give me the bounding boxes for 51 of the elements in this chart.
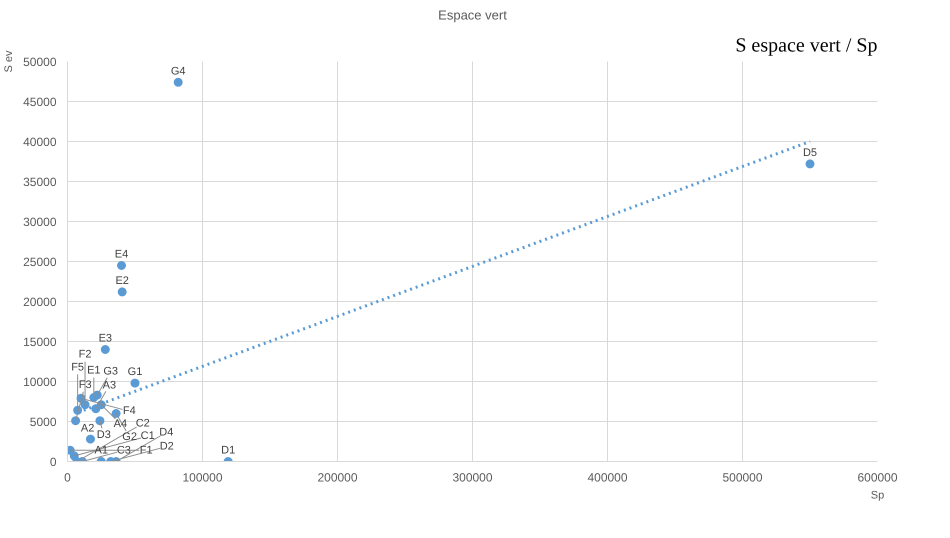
annotation: C2 (136, 418, 150, 430)
x-tick-label: 600000 (857, 470, 898, 484)
annotation: C1 (140, 430, 155, 442)
annotation: G2 (122, 430, 137, 443)
point (100, 345, 110, 354)
annotation: G4 (170, 65, 186, 78)
y-tick-label: 45000 (23, 95, 57, 109)
annotation: D4 (159, 426, 174, 438)
y-tick-label: 25000 (23, 255, 57, 269)
point (806, 159, 814, 168)
y-tick-label: 40000 (23, 135, 57, 149)
annotation: E2 (115, 274, 129, 287)
y-tick-label: 15000 (23, 335, 57, 349)
point (174, 78, 183, 87)
x-tick-label: 100000 (182, 470, 223, 484)
y-tick-label: 50000 (23, 55, 57, 69)
chart-title: Espace vert (438, 8, 508, 22)
point (71, 416, 80, 426)
annotation: E4 (114, 248, 128, 260)
annotation: D5 (802, 146, 818, 159)
annotation: D2 (160, 440, 174, 452)
y-tick-label: 30000 (23, 215, 57, 229)
x-tick-label: 500000 (722, 470, 763, 484)
annotation: F2 (78, 348, 92, 361)
text: S espace vert / Sp (735, 34, 878, 56)
y-tick-label: 35000 (23, 175, 57, 189)
annotation: G1 (128, 366, 142, 378)
point (86, 434, 95, 444)
annotation: F4 (122, 405, 136, 418)
x-tick-label: 400000 (587, 470, 628, 484)
point (130, 378, 140, 388)
x-tick-label: 200000 (317, 470, 358, 484)
point (118, 287, 127, 296)
annotation: E3 (98, 332, 112, 344)
annotation: D3 (96, 429, 111, 442)
point (95, 416, 104, 426)
x-axis-title: Sp (870, 490, 884, 502)
y-tick-label: 10000 (23, 375, 57, 389)
x-tick-label: 0 (64, 470, 72, 484)
point (117, 261, 126, 270)
annotation: F5 (71, 361, 84, 374)
y-tick-label: 20000 (23, 295, 57, 309)
annotation: D1 (221, 444, 236, 456)
annotation: E1 (87, 364, 101, 376)
y-axis-title: S ev (3, 50, 16, 73)
annotation: A2 (80, 422, 94, 434)
y-tick-label: 0 (50, 455, 57, 469)
annotation: A3 (102, 379, 116, 392)
annotation: G3 (103, 366, 118, 378)
y-tick-label: 5000 (30, 415, 57, 429)
x-tick-label: 300000 (452, 470, 493, 484)
